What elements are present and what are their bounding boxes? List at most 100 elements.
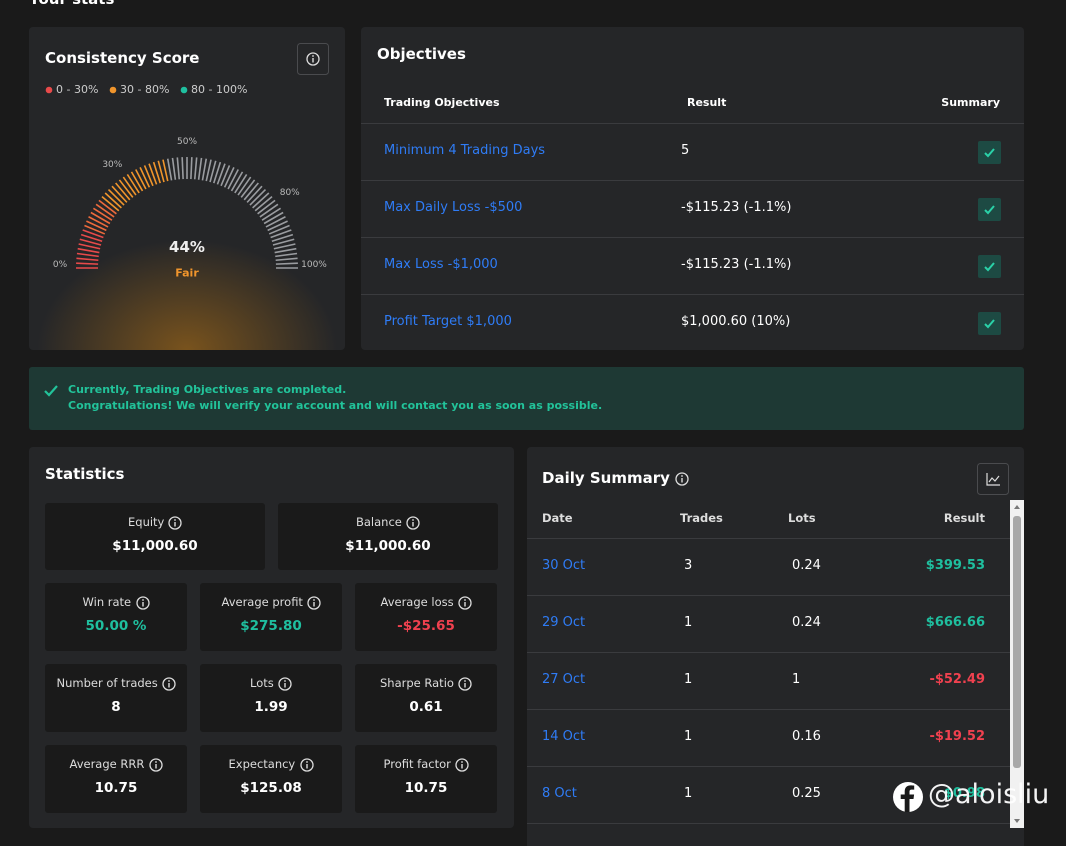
- icon-dot: [284, 680, 286, 682]
- objective-name[interactable]: Profit Target $1,000: [384, 314, 512, 329]
- gauge-label: 50%: [177, 137, 197, 147]
- info-icon[interactable]: [162, 677, 176, 691]
- gauge-tick: [86, 221, 106, 230]
- icon-dot: [313, 599, 315, 601]
- objective-name[interactable]: Minimum 4 Trading Days: [384, 143, 545, 158]
- stat-value: -$25.65: [355, 618, 497, 634]
- info-icon[interactable]: [300, 758, 314, 772]
- info-icon[interactable]: [458, 677, 472, 691]
- stat-value: 0.61: [355, 699, 497, 715]
- chart-glyph: [989, 476, 999, 482]
- stat-label: Win rate: [83, 595, 132, 609]
- stat-label: Balance: [356, 515, 402, 529]
- gauge-label: 30%: [102, 160, 122, 170]
- date-link[interactable]: 29 Oct: [542, 615, 585, 630]
- result-cell: -$52.49: [929, 672, 985, 687]
- gauge-tick: [274, 244, 295, 249]
- info-icon[interactable]: [168, 516, 182, 530]
- score-value: 44%: [169, 238, 205, 256]
- check-bg: [978, 198, 1001, 221]
- check-bg: [978, 141, 1001, 164]
- stat-box: Average profit$275.80: [200, 583, 342, 651]
- gauge-tick: [79, 244, 100, 249]
- stat-value: $11,000.60: [278, 538, 498, 554]
- info-icon[interactable]: [278, 677, 292, 691]
- gauge-label: 80%: [280, 188, 300, 198]
- legend-label: 30 - 80%: [120, 83, 169, 96]
- gauge-tick: [202, 159, 206, 181]
- gauge-tick: [84, 226, 104, 234]
- info-icon[interactable]: [455, 758, 469, 772]
- objective-result: $1,000.60 (10%): [681, 314, 790, 329]
- trades-cell: 3: [684, 558, 692, 573]
- check-icon: [978, 255, 1001, 278]
- gauge-tick: [140, 167, 149, 187]
- table-header: Trading Objectives: [384, 96, 500, 109]
- lots-cell: 0.24: [792, 558, 821, 573]
- row-divider: [527, 823, 1010, 824]
- stat-label: Profit factor: [384, 757, 451, 771]
- check-icon: [978, 198, 1001, 221]
- check-mark: [45, 386, 57, 395]
- table-header: Trades: [680, 511, 723, 525]
- check-bg: [978, 312, 1001, 335]
- gauge-tick: [168, 159, 172, 181]
- info-icon[interactable]: [149, 758, 163, 772]
- result-cell: $399.53: [926, 558, 985, 573]
- card-title: Objectives: [377, 45, 466, 63]
- legend-dot: [180, 86, 188, 94]
- objective-result: -$115.23 (-1.1%): [681, 200, 791, 215]
- info-icon[interactable]: [307, 596, 321, 610]
- icon-dot: [142, 599, 144, 601]
- gauge-tick: [268, 221, 288, 230]
- info-icon[interactable]: [136, 596, 150, 610]
- row-divider: [527, 709, 1010, 710]
- gauge-tick: [221, 165, 229, 185]
- stat-value: 10.75: [45, 780, 187, 796]
- date-link[interactable]: 27 Oct: [542, 672, 585, 687]
- date-link[interactable]: 30 Oct: [542, 558, 585, 573]
- icon-dot: [464, 680, 466, 682]
- gauge-tick: [177, 157, 179, 179]
- table-header: Date: [542, 511, 573, 525]
- legend-label: 80 - 100%: [191, 83, 247, 96]
- table-header: Result: [687, 96, 726, 109]
- trades-cell: 1: [684, 786, 692, 801]
- scroll-thumb: [1013, 516, 1021, 768]
- objective-name[interactable]: Max Loss -$1,000: [384, 257, 498, 272]
- gauge-tick: [78, 249, 100, 253]
- info-icon[interactable]: [675, 472, 689, 486]
- gauge-tick: [275, 254, 297, 257]
- info-icon[interactable]: [306, 52, 320, 66]
- date-link[interactable]: 8 Oct: [542, 786, 577, 801]
- stat-box: Expectancy$125.08: [200, 745, 342, 813]
- gauge-tick: [269, 226, 289, 234]
- gauge-label: 0%: [53, 260, 67, 270]
- gauge-tick: [275, 249, 297, 253]
- stat-box: Win rate 50.00 %: [45, 583, 187, 651]
- objective-name[interactable]: Max Daily Loss -$500: [384, 200, 522, 215]
- icon-dot: [312, 55, 314, 57]
- gauge-tick: [76, 258, 98, 260]
- row-divider: [527, 595, 1010, 596]
- card-title: Consistency Score: [45, 49, 199, 67]
- chart-button[interactable]: [977, 463, 1009, 495]
- icon-dot: [464, 599, 466, 601]
- stat-value: 50.00 %: [45, 618, 187, 634]
- check-icon: [978, 312, 1001, 335]
- gauge-tick: [228, 170, 238, 190]
- gauge-label: 100%: [301, 260, 327, 270]
- info-icon[interactable]: [406, 516, 420, 530]
- info-icon[interactable]: [458, 596, 472, 610]
- gauge-tick: [191, 157, 192, 179]
- icon-dot: [155, 761, 157, 763]
- legend-dot: [109, 86, 117, 94]
- table-header: Summary: [941, 96, 1000, 109]
- stat-box: Average loss-$25.65: [355, 583, 497, 651]
- lots-cell: 0.25: [792, 786, 821, 801]
- stat-box: Profit factor10.75: [355, 745, 497, 813]
- date-link[interactable]: 14 Oct: [542, 729, 585, 744]
- gauge-tick: [199, 158, 202, 180]
- stat-label: Number of trades: [57, 676, 158, 690]
- stat-value: $275.80: [200, 618, 342, 634]
